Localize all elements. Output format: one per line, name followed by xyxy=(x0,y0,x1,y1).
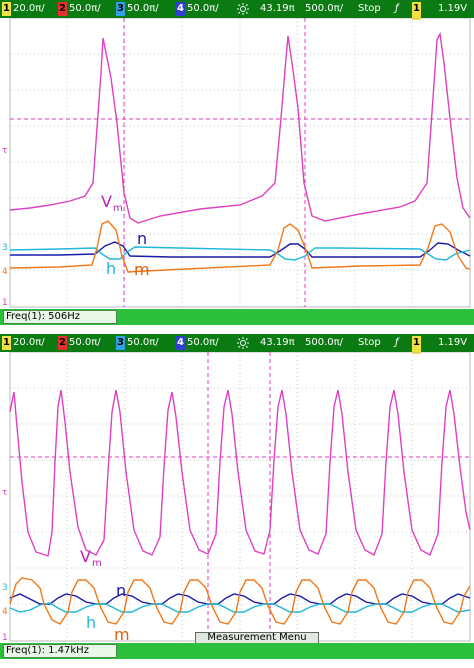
timebase-readout[interactable]: 500.0π/ xyxy=(305,337,344,348)
brightness-icon xyxy=(237,337,249,349)
label-h: h xyxy=(86,613,96,632)
channel-4-scale: 50.0π/ xyxy=(187,3,219,14)
trigger-icon: ƒ xyxy=(395,3,399,14)
svg-text:1: 1 xyxy=(2,298,8,308)
status-bar: 1 20.0π/ 2 50.0π/ 3 50.0π/ 4 50.0π/ 43.1… xyxy=(0,0,474,20)
waveform-screen: τ 3 4 1 V m n h m xyxy=(2,352,471,642)
channel-3-scale: 50.0π/ xyxy=(127,3,159,14)
channel-3-badge: 3 xyxy=(116,2,125,16)
frequency-readout[interactable]: Freq(1): 1.47kHz xyxy=(3,644,117,658)
trace-vm xyxy=(9,389,471,557)
trigger-source-badge: 1 xyxy=(412,336,421,354)
trace-m xyxy=(9,220,471,273)
timebase-readout[interactable]: 500.0π/ xyxy=(305,3,344,14)
channel-3-setting[interactable]: 3 50.0π/ xyxy=(116,334,159,352)
measurement-bar: Freq(1): 506Hz xyxy=(0,309,474,325)
label-n: n xyxy=(116,581,126,600)
label-vm: V xyxy=(101,192,112,211)
channel-2-badge: 2 xyxy=(58,2,67,16)
label-vm-subscript: m xyxy=(92,558,102,569)
brightness-icon xyxy=(237,3,249,15)
trace-vm xyxy=(9,31,471,224)
channel-3-badge: 3 xyxy=(116,336,125,350)
channel-2-setting[interactable]: 2 50.0π/ xyxy=(58,334,101,352)
channel-1-scale: 20.0π/ xyxy=(13,337,45,348)
svg-text:3: 3 xyxy=(2,583,8,593)
channel-3-setting[interactable]: 3 50.0π/ xyxy=(116,0,159,18)
scope-panel-bottom: 1 20.0π/ 2 50.0π/ 3 50.0π/ 4 50.0π/ 43.1… xyxy=(0,334,474,668)
channel-1-badge: 1 xyxy=(2,2,11,16)
trigger-level[interactable]: 1.19V xyxy=(438,337,468,348)
svg-text:3: 3 xyxy=(2,243,8,253)
trace-h xyxy=(9,246,471,261)
svg-text:τ: τ xyxy=(2,146,7,156)
channel-2-scale: 50.0π/ xyxy=(69,337,101,348)
measurement-cursors[interactable] xyxy=(10,18,470,307)
frequency-readout[interactable]: Freq(1): 506Hz xyxy=(3,310,117,324)
channel-2-setting[interactable]: 2 50.0π/ xyxy=(58,0,101,18)
trace-n xyxy=(10,241,471,258)
channel-4-scale: 50.0π/ xyxy=(187,337,219,348)
channel-1-scale: 20.0π/ xyxy=(13,3,45,14)
trace-labels: V m n h m xyxy=(80,547,130,642)
channel-3-scale: 50.0π/ xyxy=(127,337,159,348)
intensity-readout: 43.19π xyxy=(260,337,295,348)
channel-4-badge: 4 xyxy=(176,2,185,16)
channel-1-setting[interactable]: 1 20.0π/ xyxy=(2,0,45,18)
label-vm-subscript: m xyxy=(113,203,123,214)
channel-4-setting[interactable]: 4 50.0π/ xyxy=(176,0,219,18)
label-h: h xyxy=(106,259,116,278)
channel-1-setting[interactable]: 1 20.0π/ xyxy=(2,334,45,352)
label-m: m xyxy=(134,260,150,279)
label-n: n xyxy=(137,229,147,248)
trace-m xyxy=(9,577,471,625)
trace-labels: V m n h m xyxy=(101,192,150,279)
svg-text:4: 4 xyxy=(2,267,8,277)
channel-markers: τ 3 4 1 xyxy=(2,146,8,308)
svg-text:4: 4 xyxy=(2,607,8,617)
scope-panel-top: 1 20.0π/ 2 50.0π/ 3 50.0π/ 4 50.0π/ 43.1… xyxy=(0,0,474,325)
label-vm: V xyxy=(80,547,91,566)
measurement-bar: Freq(1): 1.47kHz xyxy=(0,643,474,659)
svg-text:1: 1 xyxy=(2,633,8,642)
run-state[interactable]: Stop xyxy=(358,3,381,14)
status-bar: 1 20.0π/ 2 50.0π/ 3 50.0π/ 4 50.0π/ 43.1… xyxy=(0,334,474,354)
channel-4-setting[interactable]: 4 50.0π/ xyxy=(176,334,219,352)
waveform-screen: τ 3 4 1 V m n h m xyxy=(2,18,471,308)
graticule-grid xyxy=(9,18,471,308)
channel-4-badge: 4 xyxy=(176,336,185,350)
channel-1-badge: 1 xyxy=(2,336,11,350)
channel-2-scale: 50.0π/ xyxy=(69,3,101,14)
trigger-icon: ƒ xyxy=(395,337,399,348)
trace-h xyxy=(9,602,471,613)
label-m: m xyxy=(114,625,130,642)
trigger-source-badge: 1 xyxy=(412,2,421,20)
intensity-readout: 43.19π xyxy=(260,3,295,14)
svg-text:τ: τ xyxy=(2,488,7,498)
channel-markers: τ 3 4 1 xyxy=(2,488,8,642)
run-state[interactable]: Stop xyxy=(358,337,381,348)
channel-2-badge: 2 xyxy=(58,336,67,350)
trigger-level[interactable]: 1.19V xyxy=(438,3,468,14)
